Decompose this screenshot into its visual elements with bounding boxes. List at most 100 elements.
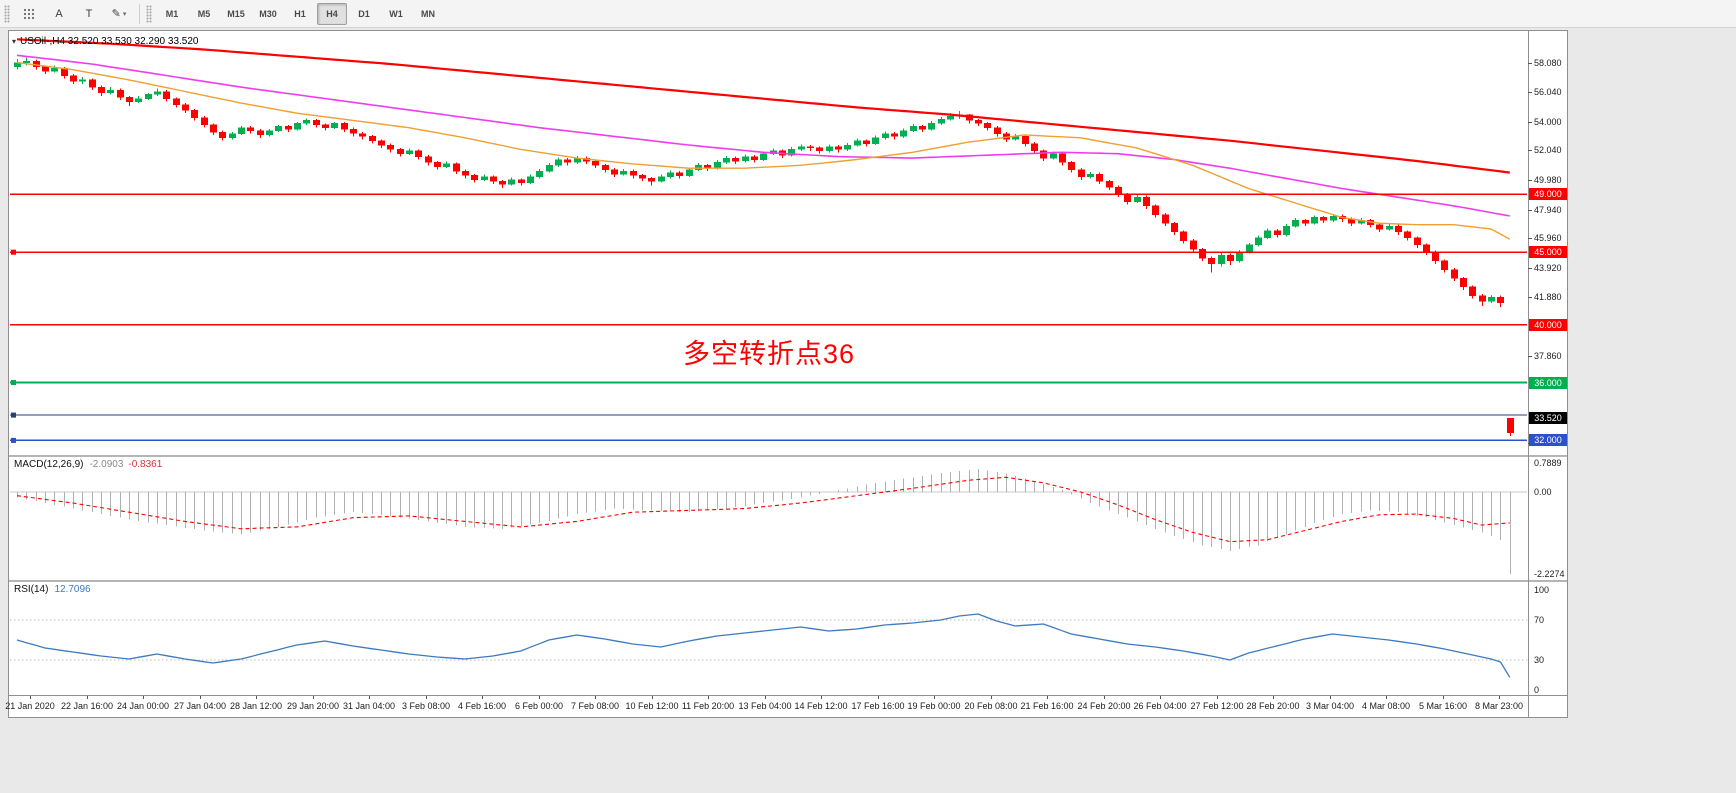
time-tickmark (1443, 696, 1444, 699)
crosshair-grid-tool[interactable] (15, 3, 43, 25)
time-label: 27 Feb 12:00 (1190, 701, 1244, 711)
toolbar-separator (139, 3, 140, 24)
timeframe-button-MN[interactable]: MN (421, 8, 435, 19)
price-tickmark (1528, 150, 1532, 151)
price-tick-label: 49.980 (1534, 175, 1562, 185)
time-label: 8 Mar 23:00 (1474, 701, 1524, 711)
time-tickmark (313, 696, 314, 699)
shapes-tool-glyph: ✎ (111, 8, 121, 20)
ma-slow (16, 38, 1510, 174)
toolbar: A T ✎ ▾ M1 M5 M15 M30 H1 H4 D1 W1 MN (0, 0, 1736, 28)
price-tickmark (1528, 356, 1532, 357)
price-tick-label: 45.960 (1534, 233, 1562, 243)
time-tickmark (595, 696, 596, 699)
price-tickmark (1528, 268, 1532, 269)
price-level-badge: 40.000 (1529, 319, 1567, 331)
timeframe-button-M5[interactable]: M5 (197, 8, 211, 19)
time-tickmark (539, 696, 540, 699)
time-label: 21 Feb 16:00 (1020, 701, 1074, 711)
time-tickmark (1160, 696, 1161, 699)
macd-panel-splitter[interactable] (9, 455, 1567, 457)
timeframe-button-M1[interactable]: M1 (165, 8, 179, 19)
time-label: 5 Mar 16:00 (1418, 701, 1468, 711)
price-tick-label: 47.940 (1534, 205, 1562, 215)
time-label: 3 Mar 04:00 (1305, 701, 1355, 711)
price-tickmark (1528, 297, 1532, 298)
time-label: 24 Feb 20:00 (1077, 701, 1131, 711)
shapes-tool[interactable]: ✎ ▾ (105, 3, 133, 25)
level-lines-layer (10, 193, 1527, 443)
price-level-badge: 45.000 (1529, 246, 1567, 258)
price-tickmark (1528, 122, 1532, 123)
time-axis-border (9, 695, 1567, 696)
time-label: 20 Feb 08:00 (964, 701, 1018, 711)
rsi-axis-label: 70 (1534, 615, 1545, 625)
rsi-value: 12.7096 (54, 584, 91, 595)
time-label: 24 Jan 00:00 (116, 701, 170, 711)
ma-fast (16, 61, 1511, 240)
rsi-axis-label: 30 (1534, 655, 1545, 665)
timeframe-button-M15[interactable]: M15 (227, 8, 245, 19)
time-label: 17 Feb 16:00 (851, 701, 905, 711)
price-level-badge: 36.000 (1529, 377, 1567, 389)
chart-menu-icon[interactable]: ▾ (12, 37, 17, 46)
price-tick-label: 56.040 (1534, 87, 1562, 97)
chart-title-text: USOil-,H4 32.520 33.530 32.290 33.520 (20, 36, 199, 47)
macd-signal-value: -0.8361 (128, 459, 163, 470)
time-tickmark (1386, 696, 1387, 699)
time-tickmark (1104, 696, 1105, 699)
time-tickmark (1047, 696, 1048, 699)
time-label: 19 Feb 00:00 (907, 701, 961, 711)
price-tick-label: 58.080 (1534, 58, 1562, 68)
annotation-text[interactable]: 多空转折点36 (683, 339, 856, 369)
time-tickmark (765, 696, 766, 699)
time-tickmark (1217, 696, 1218, 699)
time-tickmark (482, 696, 483, 699)
candles-layer (14, 57, 1514, 437)
time-tickmark (143, 696, 144, 699)
timeframe-button-W1[interactable]: W1 (389, 8, 403, 19)
time-tickmark (426, 696, 427, 699)
chart-window[interactable] (8, 30, 1568, 718)
time-label: 13 Feb 04:00 (738, 701, 792, 711)
time-label: 3 Feb 08:00 (401, 701, 451, 711)
time-tickmark (200, 696, 201, 699)
time-tickmark (30, 696, 31, 699)
rsi-indicator-label: RSI(14) 12.7096 (14, 584, 91, 595)
time-label: 28 Feb 20:00 (1246, 701, 1300, 711)
price-tick-label: 37.860 (1534, 351, 1562, 361)
timeframe-button-H1[interactable]: H1 (294, 8, 306, 19)
macd-main-value: -2.0903 (89, 459, 124, 470)
timeframe-button-D1[interactable]: D1 (358, 8, 370, 19)
price-tickmark (1528, 63, 1532, 64)
time-label: 11 Feb 20:00 (681, 701, 735, 711)
time-label: 14 Feb 12:00 (794, 701, 848, 711)
time-label: 22 Jan 16:00 (60, 701, 114, 711)
toolbar-grip[interactable] (4, 4, 10, 23)
time-tickmark (369, 696, 370, 699)
rsi-axis-label: 100 (1534, 585, 1550, 595)
time-tickmark (1330, 696, 1331, 699)
grid-dots-icon (23, 8, 35, 19)
price-tickmark (1528, 210, 1532, 211)
text-label-tool[interactable]: A (45, 3, 73, 25)
rsi-panel-splitter[interactable] (9, 580, 1567, 582)
timeframe-button-M30[interactable]: M30 (259, 8, 277, 19)
time-tickmark (821, 696, 822, 699)
text-label-tool-glyph: A (55, 7, 63, 20)
time-label: 31 Jan 04:00 (342, 701, 396, 711)
timeframe-button-H4[interactable]: H4 (317, 2, 347, 25)
macd-layer (10, 469, 1527, 574)
price-level-badge: 32.000 (1529, 434, 1567, 446)
price-tick-label: 54.000 (1534, 117, 1562, 127)
text-tool[interactable]: T (75, 3, 103, 25)
macd-name: MACD(12,26,9) (14, 459, 84, 470)
time-label: 6 Feb 00:00 (514, 701, 564, 711)
rsi-axis-label: 0 (1534, 685, 1540, 695)
time-label: 27 Jan 04:00 (173, 701, 227, 711)
price-axis-border (1528, 31, 1529, 717)
time-label: 7 Feb 08:00 (570, 701, 620, 711)
timeframes-grip[interactable] (146, 4, 152, 23)
chart-title: ▾ USOil-,H4 32.520 33.530 32.290 33.520 (12, 36, 198, 47)
